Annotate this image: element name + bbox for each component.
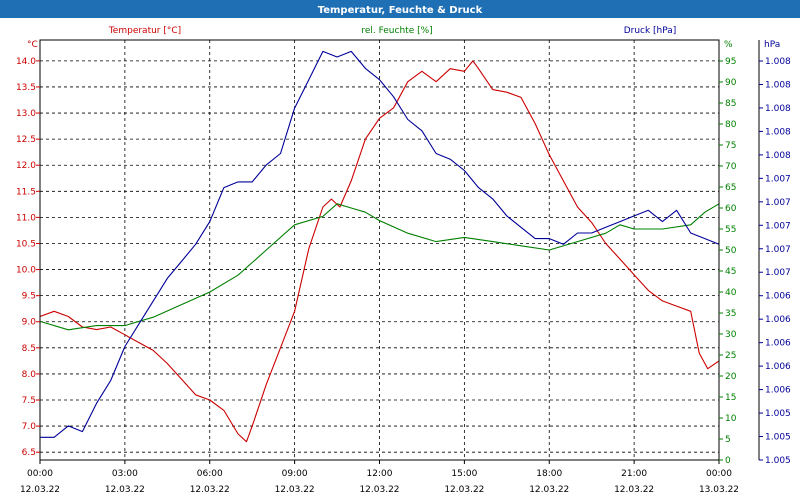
pressure-axis-title: Druck [hPa]: [624, 26, 677, 36]
temperature-tick-label: 13.0: [16, 109, 36, 119]
temperature-tick-label: 11.0: [16, 213, 36, 223]
pressure-tick-label: 1.007: [765, 174, 791, 184]
pressure-tick-label: 1.006: [765, 362, 791, 372]
temperature-tick-label: 9.0: [22, 318, 37, 328]
pressure-tick-label: 1.008: [765, 57, 791, 67]
pressure-tick-label: 1.007: [765, 268, 791, 278]
temperature-tick-label: 12.0: [16, 161, 36, 171]
pressure-tick-label: 1.008: [765, 151, 791, 161]
x-tick-time: 06:00: [197, 469, 223, 479]
humidity-tick-label: 75: [725, 141, 736, 151]
x-tick-time: 21:00: [621, 469, 647, 479]
pressure-tick-label: 1.007: [765, 245, 791, 255]
x-tick-date: 12.03.22: [444, 485, 484, 495]
humidity-tick-label: 35: [725, 309, 736, 319]
pressure-tick-label: 1.008: [765, 104, 791, 114]
humidity-tick-label: 90: [725, 78, 737, 88]
chart-title: Temperatur, Feuchte & Druck: [318, 5, 483, 16]
temperature-tick-label: 13.5: [16, 83, 36, 93]
temperature-unit-label: °C: [27, 40, 38, 50]
x-tick-date: 13.03.22: [699, 485, 739, 495]
x-tick-date: 12.03.22: [614, 485, 654, 495]
pressure-unit-label: hPa: [764, 40, 780, 50]
humidity-tick-label: 15: [725, 393, 736, 403]
x-tick-time: 03:00: [112, 469, 138, 479]
x-tick-time: 12:00: [367, 469, 393, 479]
temperature-tick-label: 10.0: [16, 266, 36, 276]
series-layer: [39, 50, 720, 443]
humidity-tick-label: 25: [725, 351, 736, 361]
pressure-tick-label: 1.005: [765, 409, 791, 419]
pressure-tick-label: 1.006: [765, 386, 791, 396]
pressure-tick-label: 1.007: [765, 221, 791, 231]
humidity-tick-label: 55: [725, 225, 736, 235]
temperature-tick-label: 8.0: [22, 370, 37, 380]
humidity-tick-label: 85: [725, 99, 736, 109]
x-tick-time: 00:00: [706, 469, 732, 479]
humidity-unit-label: %: [724, 40, 733, 50]
pressure-tick-label: 1.008: [765, 80, 791, 90]
humidity-tick-label: 80: [725, 120, 737, 130]
x-tick-time: 18:00: [536, 469, 562, 479]
x-tick-date: 12.03.22: [105, 485, 145, 495]
temperature-series-line: [39, 60, 720, 443]
x-tick-time: 00:00: [27, 469, 53, 479]
humidity-tick-label: 0: [725, 456, 731, 466]
pressure-tick-label: 1.006: [765, 339, 791, 349]
humidity-tick-label: 70: [725, 162, 737, 172]
temperature-tick-label: 12.5: [16, 135, 36, 145]
temperature-axis-title: Temperatur [°C]: [108, 26, 181, 36]
humidity-tick-label: 10: [725, 414, 737, 424]
x-tick-date: 12.03.22: [20, 485, 60, 495]
temperature-tick-label: 9.5: [22, 292, 36, 302]
humidity-tick-label: 50: [725, 246, 737, 256]
humidity-tick-label: 60: [725, 204, 737, 214]
title-bar: [0, 0, 800, 18]
humidity-tick-label: 95: [725, 57, 736, 67]
temperature-tick-label: 7.0: [22, 422, 37, 432]
x-tick-time: 09:00: [282, 469, 308, 479]
humidity-series-line: [39, 203, 720, 331]
pressure-tick-label: 1.008: [765, 127, 791, 137]
pressure-tick-label: 1.006: [765, 315, 791, 325]
pressure-tick-label: 1.006: [765, 292, 791, 302]
pressure-tick-label: 1.007: [765, 198, 791, 208]
x-tick-date: 12.03.22: [190, 485, 230, 495]
pressure-tick-label: 1.005: [765, 456, 791, 466]
humidity-tick-label: 20: [725, 372, 737, 382]
pressure-tick-label: 1.005: [765, 433, 791, 443]
x-tick-time: 15:00: [451, 469, 477, 479]
humidity-tick-label: 30: [725, 330, 737, 340]
temperature-tick-label: 14.0: [16, 57, 36, 67]
x-tick-date: 12.03.22: [529, 485, 569, 495]
humidity-tick-label: 45: [725, 267, 736, 277]
x-tick-date: 12.03.22: [275, 485, 315, 495]
humidity-tick-label: 65: [725, 183, 736, 193]
humidity-axis-title: rel. Feuchte [%]: [361, 26, 432, 36]
pressure-series-line: [40, 50, 720, 438]
humidity-tick-label: 40: [725, 288, 737, 298]
humidity-tick-label: 5: [725, 435, 731, 445]
temperature-tick-label: 8.5: [22, 344, 36, 354]
temperature-tick-label: 10.5: [16, 239, 36, 249]
axes: 00:00 12.03.22 03:00 12.03.22 06:00 12.03.22 0…: [16, 57, 791, 495]
temperature-tick-label: 11.5: [16, 187, 36, 197]
temperature-tick-label: 6.5: [22, 448, 36, 458]
x-tick-date: 12.03.22: [359, 485, 399, 495]
temperature-tick-label: 7.5: [22, 396, 36, 406]
